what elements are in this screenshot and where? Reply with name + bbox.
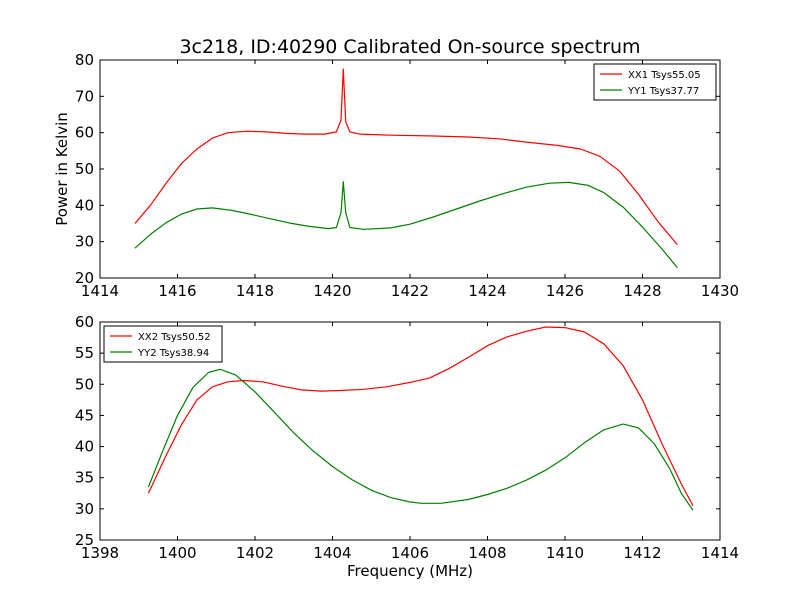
bottom-x-tick-label: 1408 — [468, 544, 506, 562]
top-x-tick-label: 1424 — [468, 282, 506, 300]
top-y-tick-label: 40 — [75, 196, 94, 214]
bottom-y-tick-label: 25 — [75, 531, 94, 549]
top-x-tick-label: 1420 — [313, 282, 351, 300]
top-legend-label-1: XX1 Tsys55.05 — [628, 70, 701, 81]
top-legend: XX1 Tsys55.05 YY1 Tsys37.77 — [593, 63, 717, 101]
bottom-x-tick-label: 1406 — [391, 544, 429, 562]
bottom-legend-label-1: XX2 Tsys50.52 — [138, 332, 211, 343]
bottom-x-tick-label: 1412 — [623, 544, 661, 562]
bottom-y-tick-label: 60 — [75, 313, 94, 331]
x-axis-label: Frequency (MHz) — [347, 562, 473, 580]
top-x-tick-label: 1430 — [701, 282, 739, 300]
top-y-tick-label: 30 — [75, 233, 94, 251]
bottom-x-tick-label: 1410 — [546, 544, 584, 562]
bottom-series-line-1 — [147, 326, 694, 506]
top-y-tick-label: 80 — [75, 51, 94, 69]
bottom-panel: 1398 1400 1402 1404 1406 1408 1410 1412 1414 25 30… — [75, 313, 739, 562]
top-legend-label-2: YY1 Tsys37.77 — [627, 86, 699, 97]
top-x-tick-label: 1416 — [158, 282, 196, 300]
top-series-line-2 — [134, 181, 678, 269]
bottom-x-tick-label: 1398 — [81, 544, 119, 562]
top-y-tick-label: 70 — [75, 87, 94, 105]
bottom-y-tick-label: 55 — [75, 344, 94, 362]
top-x-tick-label: 1428 — [623, 282, 661, 300]
top-x-tick-label: 1422 — [391, 282, 429, 300]
bottom-y-tick-label: 45 — [75, 406, 94, 424]
bottom-series-line-2 — [147, 368, 694, 511]
top-y-tick-label: 60 — [75, 124, 94, 142]
top-x-tick-label: 1426 — [546, 282, 584, 300]
figure-title: 3c218, ID:40290 Calibrated On-source spe… — [179, 36, 640, 58]
bottom-x-tick-label: 1400 — [158, 544, 196, 562]
top-panel: 1414 1416 1418 1420 1422 1424 1426 1428 1430 20 30… — [75, 51, 739, 300]
bottom-legend-box — [103, 325, 223, 363]
bottom-legend: XX2 Tsys50.52 YY2 Tsys38.94 — [103, 325, 223, 363]
bottom-y-tick-label: 50 — [75, 375, 94, 393]
top-y-tick-label: 50 — [75, 160, 94, 178]
bottom-x-tick-label: 1414 — [701, 544, 739, 562]
top-x-tick-label: 1418 — [236, 282, 274, 300]
top-legend-box — [593, 63, 717, 101]
bottom-x-tick-label: 1402 — [236, 544, 274, 562]
bottom-legend-label-2: YY2 Tsys38.94 — [137, 348, 209, 359]
top-y-tick-label: 20 — [75, 269, 94, 287]
bottom-y-tick-label: 35 — [75, 469, 94, 487]
top-series-line-1 — [134, 68, 678, 245]
bottom-y-tick-label: 30 — [75, 500, 94, 518]
bottom-y-tick-label: 40 — [75, 438, 94, 456]
y-axis-label: Power in Kelvin — [53, 112, 71, 226]
bottom-x-tick-label: 1404 — [313, 544, 351, 562]
top-x-tick-label: 1414 — [81, 282, 119, 300]
